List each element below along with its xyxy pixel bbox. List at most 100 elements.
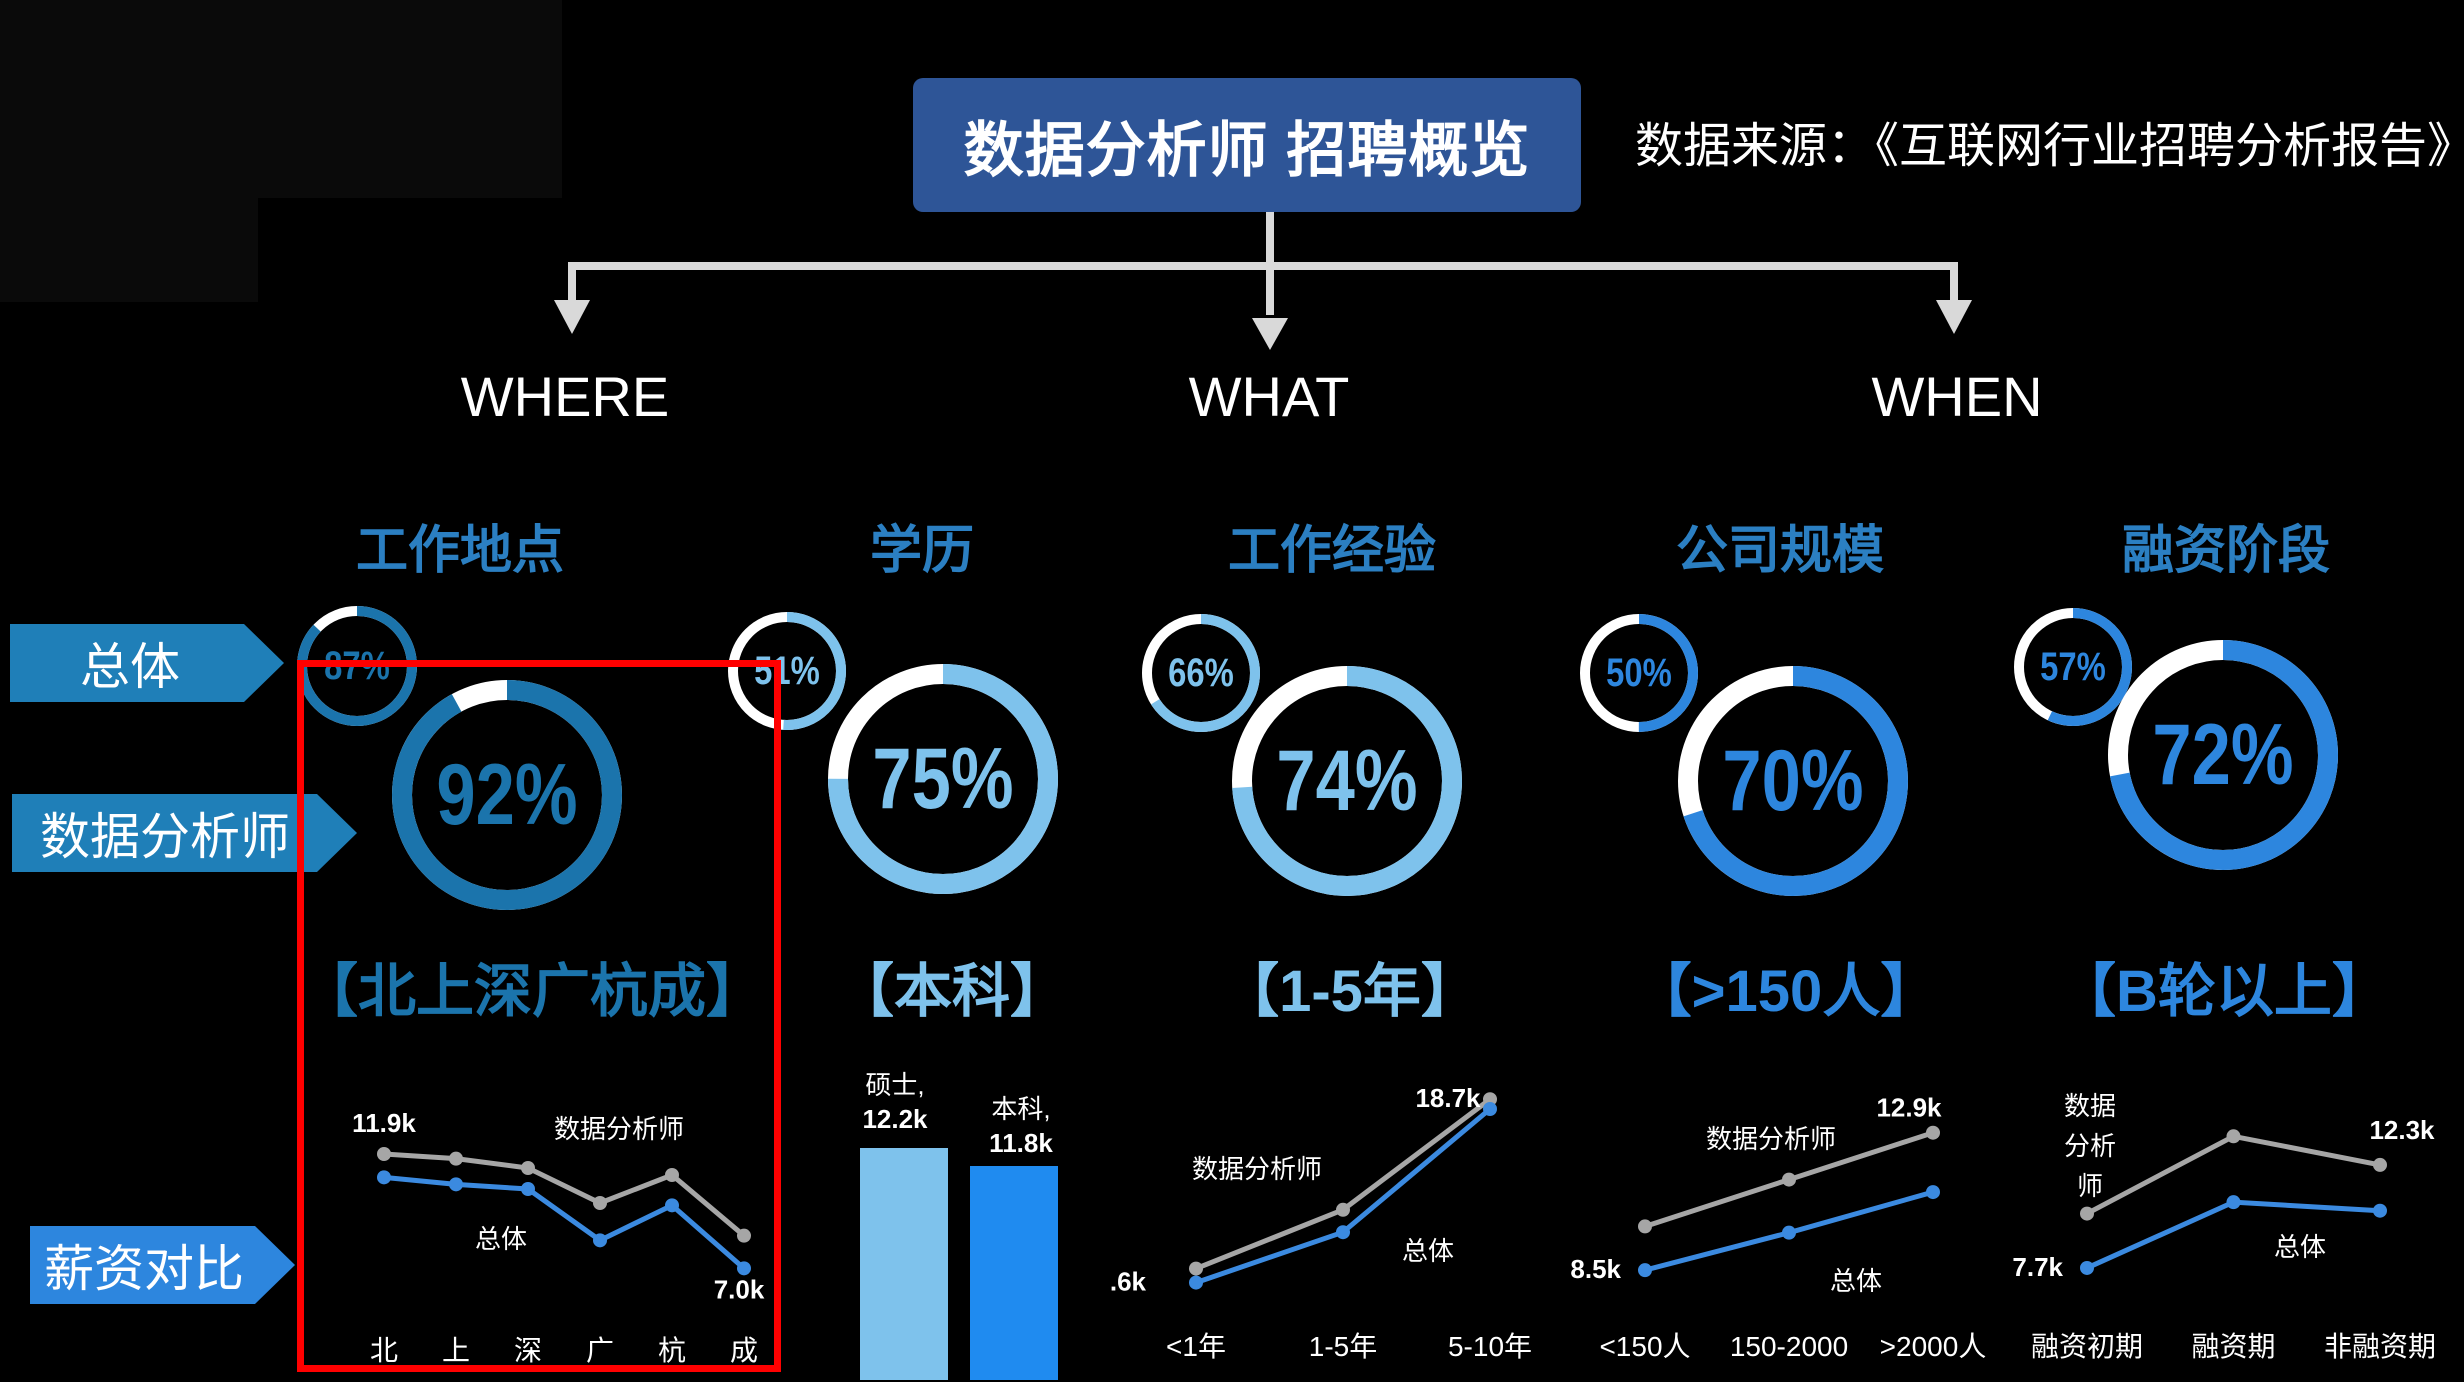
data-label-last: 18.7k [1415,1083,1481,1113]
gauge-ring [2108,640,2338,870]
x-tick-label: >2000人 [1880,1331,1987,1362]
data-point [1189,1261,1203,1276]
data-point [1483,1102,1497,1116]
donut-analyst-location: 92% [390,678,624,912]
corner-patch-lower [0,198,258,302]
gauge-arc [828,664,1058,894]
bar-master [860,1148,948,1380]
data-source: 数据来源：《互联网行业招聘分析报告》 [1635,120,2464,173]
series-label: 数据 [2064,1091,2116,1121]
row-label-overall: 总体 [80,639,180,695]
series-label: 师 [2077,1171,2103,1201]
x-tick-label: 非融资期 [2324,1331,2436,1362]
series-label: 分析 [2064,1131,2116,1161]
series-label: 总体 [2274,1232,2326,1262]
donut-analyst-company-size: 70% [1676,664,1910,898]
data-point [1782,1225,1796,1240]
x-tick-label: 深 [514,1335,542,1366]
data-point [2373,1157,2387,1172]
gauge-value: 66% [1168,650,1234,695]
bar-label-bachelor-value: 11.8k [989,1128,1053,1158]
data-point [1336,1202,1350,1217]
series-line [383,1174,746,1271]
gauge-ring [2014,608,2132,726]
x-tick-label: <1年 [1166,1331,1226,1362]
data-point [521,1161,535,1175]
gauge-ring [828,664,1058,894]
data-point [377,1170,391,1185]
gauge-ring [1232,666,1462,896]
heading-experience: 工作经验 [1227,522,1436,580]
data-point [2080,1260,2094,1275]
salary-chart-education: 硕士, 12.2k 本科, 11.8k [840,1050,1080,1380]
gauge-arc [392,680,622,910]
bar-bachelor [970,1165,1058,1380]
series-label: 总体 [1402,1236,1454,1266]
data-point [737,1261,751,1276]
x-tick-label: 150-2000 [1730,1331,1848,1362]
data-point [1782,1172,1796,1187]
donut-analyst-education: 75% [826,662,1060,896]
x-tick-label: 成 [730,1335,758,1366]
heading-education: 学历 [869,522,974,580]
data-point [1926,1185,1940,1200]
data-point [665,1168,679,1182]
data-point [377,1147,391,1161]
gauge-ring [392,680,622,910]
gauge-arc [1142,614,1260,732]
category-when: WHEN [1871,364,2043,428]
data-point [1336,1225,1350,1240]
highlight-company-size: 【>150人】 [1633,959,1939,1024]
gauge-value: 72% [2152,706,2294,803]
x-tick-label: 融资期 [2191,1331,2275,1362]
heading-funding-stage: 融资阶段 [2121,522,2330,580]
donut-analyst-funding-stage: 72% [2106,638,2340,872]
donut-overall-company-size: 50% [1578,612,1700,734]
data-point [665,1198,679,1213]
bar-label-master: 硕士, 12.2k [840,1068,950,1136]
gauge-ring [1142,614,1260,732]
corner-patch [0,0,562,198]
x-tick-label: 杭 [658,1335,686,1366]
row-label-salary: 薪资对比 [44,1241,244,1297]
gauge-value: 74% [1276,732,1418,829]
series-label: 数据分析师 [1192,1154,1322,1184]
data-point [593,1233,607,1248]
data-point [593,1196,607,1210]
highlight-education: 【本科】 [835,959,1068,1024]
data-point [1638,1219,1652,1234]
series-line [383,1151,746,1238]
category-where: WHERE [460,364,670,428]
row-arrow-salary-shape [30,1226,295,1304]
gauge-arc [728,612,846,730]
row-arrow-analyst-shape [12,794,357,872]
highlight-frame [297,660,781,1372]
gauge-value: 70% [1722,732,1864,829]
gauge-value: 51% [754,648,820,693]
donut-analyst-experience: 74% [1230,664,1464,898]
series-label: 总体 [475,1224,527,1254]
data-point [449,1151,463,1166]
bar-label-master-name: 硕士, [865,1070,925,1100]
row-arrow-overall-shape [10,624,284,702]
x-tick-label: 5-10年 [1448,1331,1532,1362]
highlight-experience: 【1-5年】 [1221,959,1479,1024]
bar-label-master-value: 12.2k [862,1104,928,1134]
x-tick-label: <150人 [1599,1331,1690,1362]
data-label-first: 5.6k [1110,1267,1147,1297]
gauge-ring [728,612,846,730]
gauge-ring [1580,614,1698,732]
data-point [2373,1203,2387,1218]
data-point [521,1182,535,1196]
row-label-analyst: 数据分析师 [40,809,290,865]
gauge-arc [2014,608,2132,726]
data-label-first: 7.7k [2012,1252,2063,1282]
data-label-first: 8.5k [1570,1254,1621,1284]
data-point [1926,1125,1940,1140]
category-what: WHAT [1188,364,1350,428]
data-label-first: 11.9k [352,1108,416,1138]
gauge-arc [1580,614,1698,732]
